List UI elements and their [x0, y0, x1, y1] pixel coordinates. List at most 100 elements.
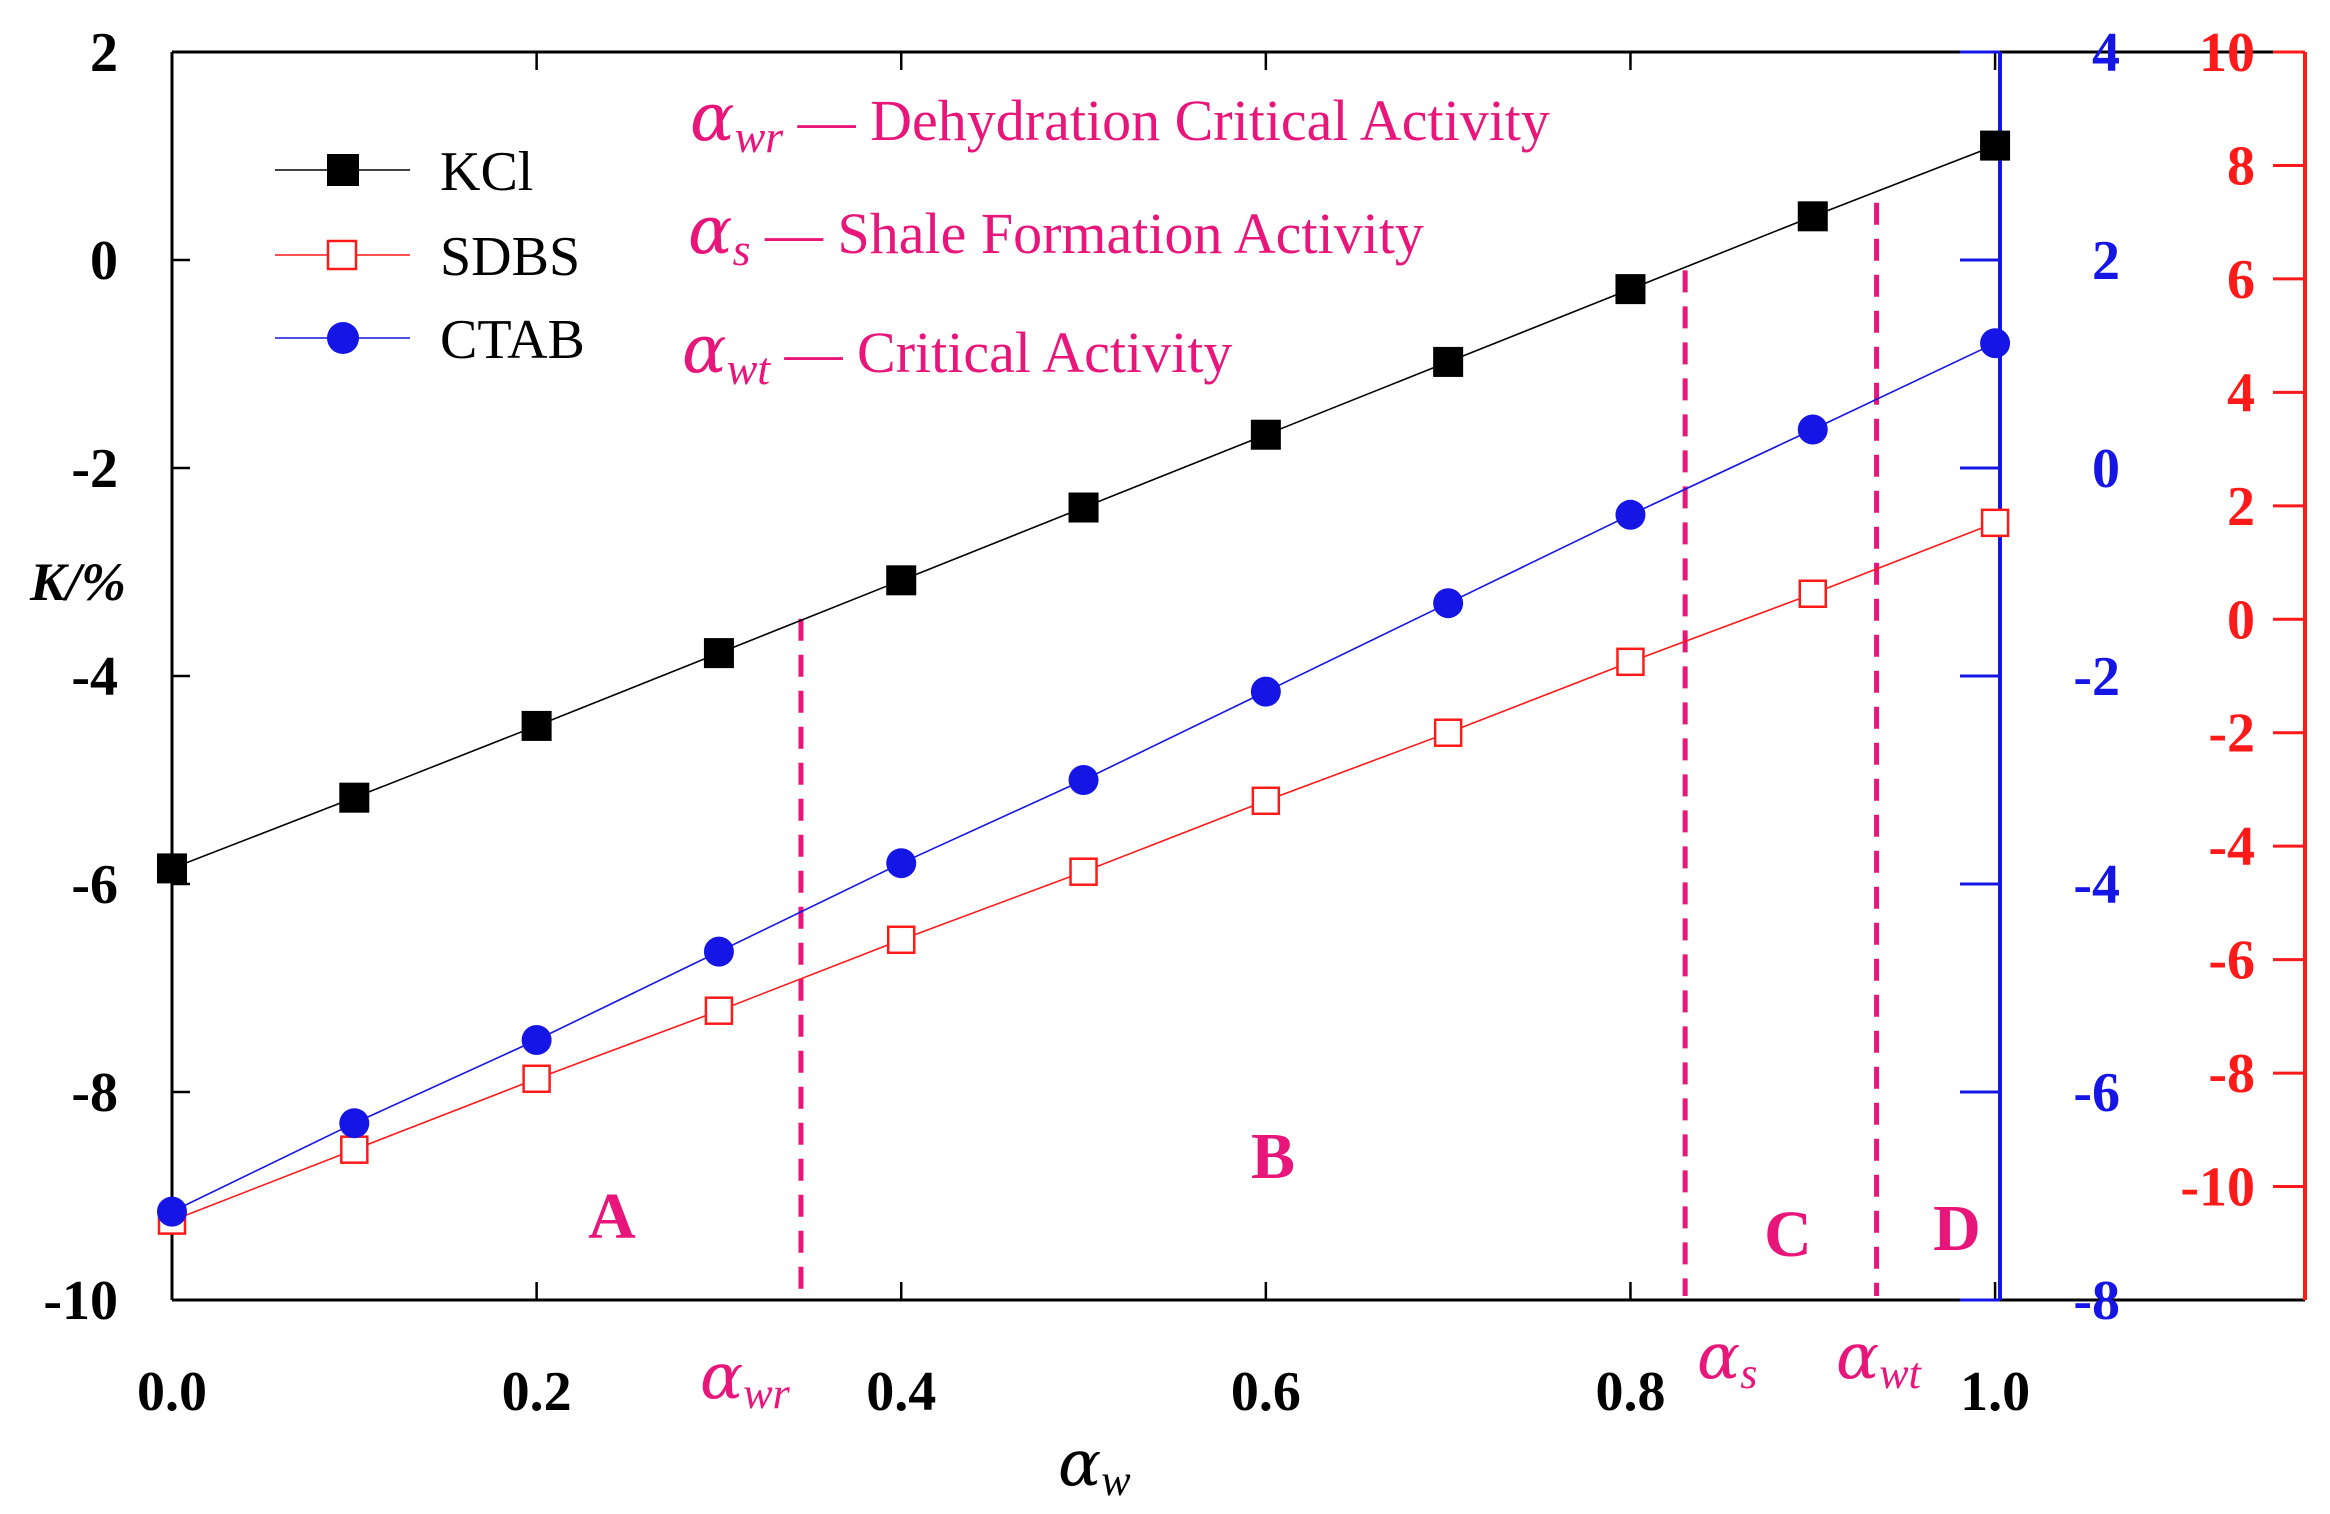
- region-label-a: A: [588, 1180, 636, 1253]
- point-ctab-2: [521, 1025, 552, 1055]
- region-label-b: B: [1251, 1120, 1295, 1193]
- point-sdbs-1: [340, 1135, 369, 1164]
- legend-item-ctab: CTAB: [275, 309, 585, 371]
- x-tick-label-3: 0.6: [1231, 1361, 1301, 1423]
- x-symbol-awt-sub: wt: [1879, 1349, 1922, 1398]
- region-label-c: C: [1764, 1198, 1812, 1271]
- y-left-tick-label-2: -6: [71, 854, 118, 916]
- annotation-awr: αwr — Dehydration Critical Activity: [690, 79, 1550, 162]
- point-sdbs-10: [1980, 508, 2010, 538]
- y-blue-tick-label-3: -2: [2073, 646, 2120, 708]
- annotation-as-text: — Shale Formation Activity: [750, 201, 1423, 266]
- y-blue-tick-label-2: -4: [2073, 854, 2120, 916]
- y-left-tick-label-3: -4: [71, 646, 118, 708]
- annotation-awt-text: — Critical Activity: [770, 320, 1232, 385]
- point-kcl-4: [886, 565, 917, 596]
- point-ctab-7: [1433, 588, 1464, 619]
- point-ctab-3: [703, 936, 734, 967]
- x-symbol-awr-sub: wr: [743, 1369, 790, 1418]
- point-sdbs-7: [1433, 718, 1463, 747]
- annotation-as: αs — Shale Formation Activity: [688, 192, 1424, 275]
- point-kcl-9: [1797, 201, 1828, 232]
- region-labels: A B C D: [588, 1120, 1981, 1271]
- y-blue-tick-label-4: 0: [2092, 438, 2120, 500]
- y-red-tick-label-10: 10: [2199, 22, 2255, 84]
- annotation-awr-sub: wr: [735, 111, 785, 162]
- legend: KCl SDBS CTAB: [275, 141, 585, 371]
- annotation-awr-text: — Dehydration Critical Activity: [783, 88, 1550, 153]
- point-ctab-10: [1980, 328, 2011, 359]
- legend-sdbs-label: SDBS: [440, 226, 580, 288]
- annotation-awt-symbol: α: [682, 311, 727, 388]
- critical-symbols: αwr αs αwt: [700, 1320, 1923, 1418]
- critical-lines: [798, 202, 1880, 1296]
- y-red-tick-label-2: -6: [2208, 930, 2255, 992]
- point-kcl-5: [1068, 492, 1099, 523]
- point-ctab-5: [1068, 765, 1099, 795]
- annotation-awr-symbol: α: [690, 79, 735, 156]
- annotation-as-symbol: α: [688, 192, 733, 269]
- y-left-tick-label-4: -2: [71, 438, 118, 500]
- point-kcl-0: [157, 853, 187, 884]
- point-ctab-8: [1615, 499, 1646, 530]
- point-sdbs-6: [1251, 786, 1281, 816]
- ticks-layer: 0.0 0.2 0.4 0.6 0.8 1.0 -10 -8 -6 -4 -2 0 2 -8 -6 -4 -2 0…: [43, 22, 2305, 1423]
- region-label-d: D: [1933, 1192, 1981, 1265]
- point-sdbs-5: [1069, 857, 1098, 886]
- point-kcl-3: [703, 638, 734, 669]
- legend-item-kcl: KCl: [275, 141, 533, 203]
- y-red-tick-label-3: -4: [2208, 816, 2255, 878]
- y-red-tick-label-1: -8: [2208, 1043, 2255, 1105]
- x-symbol-awt: αwt: [1836, 1320, 1923, 1398]
- x-symbol-awr-alpha: α: [700, 1340, 743, 1414]
- point-sdbs-3: [704, 996, 734, 1025]
- point-kcl-7: [1433, 346, 1464, 377]
- point-kcl-6: [1250, 419, 1281, 450]
- point-kcl-8: [1615, 274, 1646, 305]
- x-symbol-as: αs: [1697, 1320, 1757, 1398]
- y-blue-tick-label-5: 2: [2092, 230, 2120, 292]
- point-kcl-2: [521, 710, 552, 741]
- y-red-tick-label-9: 8: [2227, 135, 2255, 197]
- y-red-tick-label-0: -10: [2180, 1157, 2255, 1219]
- x-axis-label-symbol: α: [1058, 1427, 1101, 1501]
- legend-ctab-label: CTAB: [440, 309, 585, 371]
- series-layer: [157, 130, 2011, 1235]
- point-kcl-1: [339, 782, 370, 813]
- point-sdbs-4: [886, 925, 916, 955]
- y-red-tick-label-8: 6: [2227, 249, 2255, 311]
- y-blue-tick-label-0: -8: [2073, 1270, 2120, 1332]
- legend-ctab-marker: [327, 322, 359, 354]
- annotation-awt-sub: wt: [727, 343, 772, 394]
- x-symbol-as-sub: s: [1740, 1349, 1757, 1398]
- x-tick-label-1: 0.2: [502, 1361, 572, 1423]
- y-axis-label: K/%: [29, 552, 126, 612]
- point-ctab-6: [1250, 676, 1281, 707]
- x-tick-label-2: 0.4: [866, 1361, 936, 1423]
- x-symbol-as-alpha: α: [1697, 1320, 1740, 1394]
- legend-item-sdbs: SDBS: [275, 226, 580, 288]
- y-red-tick-label-6: 2: [2227, 476, 2255, 538]
- point-ctab-0: [157, 1196, 187, 1227]
- y-red-tick-label-7: 4: [2227, 362, 2255, 424]
- annotation-awt: αwt — Critical Activity: [682, 311, 1232, 394]
- point-ctab-4: [886, 848, 917, 879]
- point-kcl-10: [1980, 130, 2011, 161]
- y-red-tick-label-5: 0: [2227, 589, 2255, 651]
- y-blue-tick-label-1: -6: [2073, 1062, 2120, 1124]
- annotation-as-sub: s: [733, 224, 751, 275]
- x-symbol-awr: αwr: [700, 1340, 791, 1418]
- x-symbol-awt-alpha: α: [1836, 1320, 1879, 1394]
- x-tick-label-0: 0.0: [137, 1361, 207, 1423]
- point-sdbs-2: [522, 1064, 551, 1094]
- legend-kcl-label: KCl: [440, 141, 533, 203]
- y-left-tick-label-5: 0: [90, 230, 118, 292]
- point-ctab-1: [339, 1108, 370, 1139]
- y-left-tick-label-6: 2: [90, 22, 118, 84]
- y-blue-tick-label-6: 4: [2092, 22, 2120, 84]
- point-ctab-9: [1797, 414, 1828, 445]
- legend-kcl-marker: [327, 154, 359, 186]
- x-tick-label-5: 1.0: [1960, 1361, 2030, 1423]
- x-axis-label: αw: [1058, 1427, 1131, 1505]
